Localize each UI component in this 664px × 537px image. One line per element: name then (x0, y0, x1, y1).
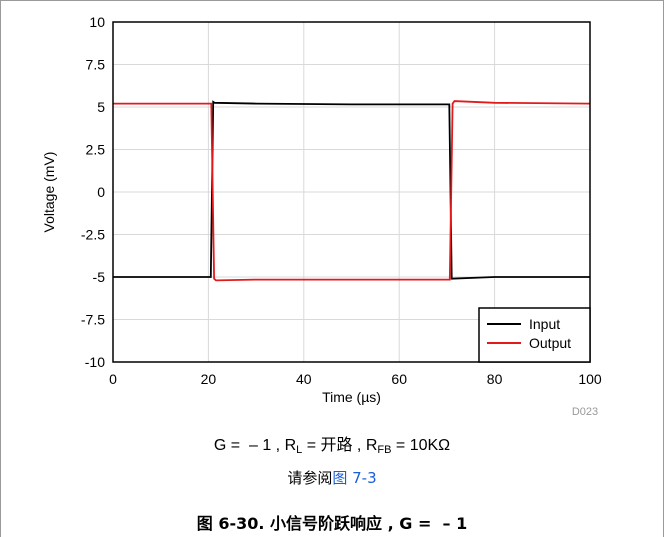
y-tick-label: 7.5 (86, 57, 106, 73)
y-tick-label: -7.5 (81, 312, 105, 328)
see-also-text: 请参阅 (287, 469, 333, 487)
y-tick-label: 10 (89, 14, 105, 30)
y-tick-label: 5 (97, 99, 105, 115)
step-response-chart: 10 7.5 5 2.5 0 -2.5 -5 -7.5 -10 0 20 40 60 80 100 Vol… (41, 14, 602, 418)
x-tick-label: 60 (391, 371, 407, 387)
y-axis-label: Voltage (mV) (41, 152, 57, 233)
series-line-input (113, 100, 590, 280)
x-tick-label: 80 (487, 371, 503, 387)
caption-rl-subscript: L (296, 444, 303, 456)
circuit-condition-caption: G = – 1 , RL = 开路 , RFB = 10KΩ (0, 431, 664, 456)
y-tick-labels: 10 7.5 5 2.5 0 -2.5 -5 -7.5 -10 (81, 14, 105, 370)
y-tick-label: -5 (93, 269, 106, 285)
plot-border (112, 21, 591, 363)
x-tick-label: 0 (109, 371, 117, 387)
legend-label-output: Output (529, 335, 571, 351)
y-tick-label: -2.5 (81, 227, 105, 243)
legend: Input Output (478, 307, 591, 363)
x-tick-label: 20 (201, 371, 217, 387)
y-tick-label: 0 (97, 184, 105, 200)
figure-code: D023 (572, 406, 598, 418)
caption-open: = 开路 , R (302, 437, 378, 454)
y-tick-label: -10 (85, 354, 105, 370)
x-tick-label: 40 (296, 371, 312, 387)
data-lines (113, 100, 591, 282)
y-tick-label: 2.5 (86, 142, 106, 158)
x-axis-label: Time (µs) (322, 389, 381, 405)
figure-title: 图 6-30. 小信号阶跃响应 , G = – 1 (196, 514, 468, 533)
legend-box (478, 307, 591, 363)
caption-gain: G = – 1 , R (213, 437, 297, 454)
figure-link[interactable]: 图 7-3 (332, 469, 377, 487)
caption-rfb-value: = 10KΩ (391, 437, 451, 454)
x-tick-label: 100 (578, 371, 602, 387)
series-line-output (113, 100, 591, 282)
x-tick-labels: 0 20 40 60 80 100 (109, 371, 602, 387)
caption-rfb-subscript: FB (377, 444, 392, 456)
legend-label-input: Input (529, 316, 560, 332)
see-also-caption: 请参阅图 7-3 (0, 467, 664, 488)
